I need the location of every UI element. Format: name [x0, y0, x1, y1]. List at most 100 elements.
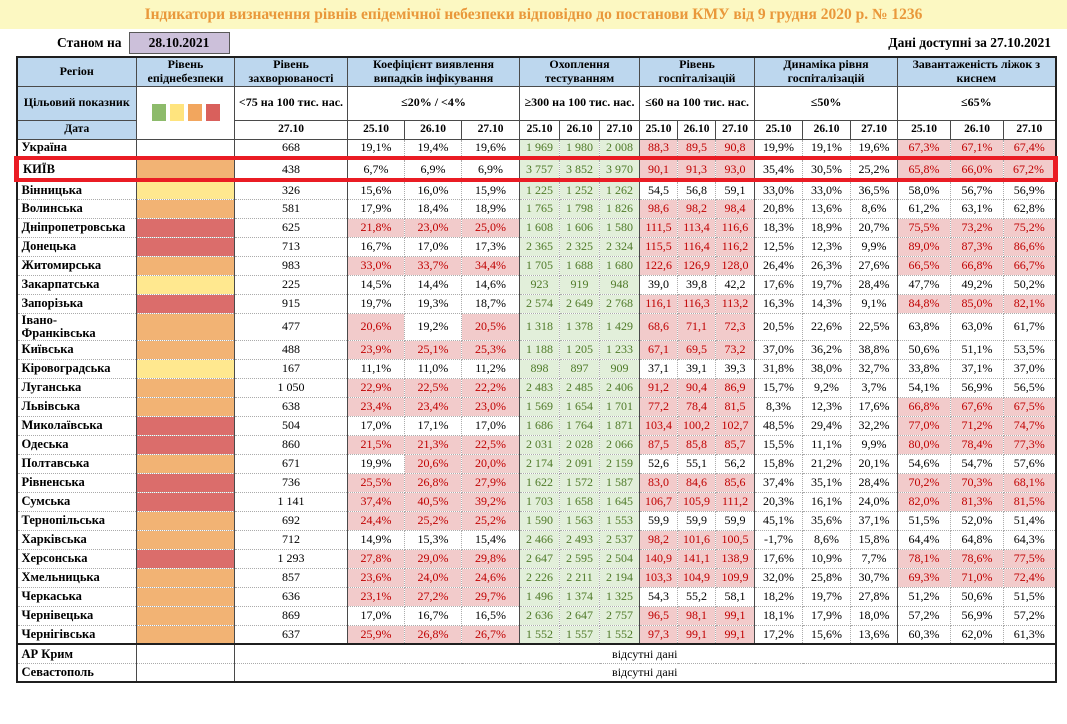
coef-cell: 22,5% [404, 378, 462, 398]
date-cell: 26.10 [677, 119, 717, 140]
table-row: Севастополь відсутні дані [16, 663, 1057, 683]
incidence-cell: 625 [234, 218, 348, 238]
dyn-cell: 35,6% [802, 511, 852, 531]
date-row-label: Дата [16, 119, 137, 140]
dyn-cell: 30,5% [802, 156, 852, 183]
table-row: Закарпатська 225 14,5% 14,4% 14,6% 923 919 948 3… [16, 275, 1057, 295]
region-name: Сумська [16, 492, 137, 512]
testing-cell: 2 031 [519, 435, 561, 455]
coef-cell: 24,0% [404, 568, 462, 588]
beds-cell: 81,5% [1003, 492, 1057, 512]
dyn-cell: 9,9% [850, 237, 899, 257]
beds-cell: 87,3% [950, 237, 1005, 257]
dyn-cell: 25,8% [802, 568, 852, 588]
region-name: Вінницька [16, 180, 137, 200]
testing-cell: 1 553 [599, 511, 641, 531]
coef-cell: 17,9% [347, 199, 405, 219]
testing-cell: 1 969 [519, 139, 561, 159]
beds-cell: 84,8% [897, 294, 952, 314]
header-row-targets: Цільовий показник <75 на 100 тис. нас. ≤… [16, 85, 1057, 140]
coef-cell: 17,0% [347, 606, 405, 626]
testing-cell: 2 028 [559, 435, 601, 455]
region-name: Луганська [16, 378, 137, 398]
beds-cell: 56,5% [1003, 378, 1057, 398]
coef-cell: 6,7% [347, 156, 405, 183]
dyn-cell: 36,2% [802, 340, 852, 360]
dyn-cell: 37,4% [754, 473, 804, 493]
incidence-cell: 713 [234, 237, 348, 257]
dyn-cell: 38,0% [802, 359, 852, 379]
coef-cell: 19,2% [404, 313, 462, 341]
hosp-cell: 85,7 [715, 435, 756, 455]
coef-cell: 14,4% [404, 275, 462, 295]
coef-cell: 39,2% [461, 492, 521, 512]
testing-cell: 1 608 [519, 218, 561, 238]
testing-cell: 1 205 [559, 340, 601, 360]
beds-cell: 54,6% [897, 454, 952, 474]
beds-cell: 62,0% [950, 625, 1005, 645]
dyn-cell: 15,5% [754, 435, 804, 455]
data-available-label: Дані доступні за 27.10.2021 [888, 34, 1051, 50]
table-row: Київська 488 23,9% 25,1% 25,3% 1 188 1 205 1 23… [16, 340, 1057, 360]
col-header-testing: Охоплення тестуванням [519, 56, 641, 87]
region-name: Черкаська [16, 587, 137, 607]
epidemic-level-cell [136, 625, 235, 645]
beds-cell: 62,8% [1003, 199, 1057, 219]
dyn-cell: 17,9% [802, 606, 852, 626]
testing-cell: 2 194 [599, 568, 641, 588]
epidemic-level-cell [136, 313, 235, 341]
hosp-cell: 73,2 [715, 340, 756, 360]
dyn-cell: 19,7% [802, 275, 852, 295]
dyn-cell: 8,3% [754, 397, 804, 417]
region-name: Київська [16, 340, 137, 360]
hosp-cell: 39,3 [715, 359, 756, 379]
date-cell: 27.10 [599, 119, 641, 140]
date-cell: 27.10 [460, 119, 521, 140]
hosp-cell: 54,5 [639, 180, 679, 200]
coef-cell: 17,1% [404, 416, 462, 436]
beds-cell: 82,1% [1003, 294, 1057, 314]
hosp-cell: 113,2 [715, 294, 756, 314]
beds-cell: 89,0% [897, 237, 952, 257]
hosp-cell: 90,4 [677, 378, 717, 398]
col-header-coef: Коефіцієнт виявлення випадків інфікуванн… [346, 56, 521, 87]
dyn-cell: 13,6% [802, 199, 852, 219]
dyn-cell: 20,1% [850, 454, 899, 474]
coef-cell: 27,2% [404, 587, 462, 607]
dyn-cell: 19,9% [754, 139, 804, 159]
beds-cell: 67,1% [950, 139, 1005, 159]
beds-cell: 72,4% [1003, 568, 1057, 588]
beds-cell: 56,9% [1003, 180, 1057, 200]
hosp-cell: 111,5 [639, 218, 679, 238]
hosp-cell: 101,6 [677, 530, 717, 550]
beds-cell: 49,2% [950, 275, 1005, 295]
coef-cell: 15,9% [461, 180, 521, 200]
dyn-cell: 15,8% [850, 530, 899, 550]
testing-cell: 1 188 [519, 340, 561, 360]
coef-cell: 20,6% [404, 454, 462, 474]
date-cell: 27.10 [850, 119, 899, 140]
testing-cell: 2 504 [599, 549, 641, 569]
level-legend [136, 85, 235, 140]
beds-cell: 70,3% [950, 473, 1005, 493]
table-row: Україна 668 19,1% 19,4% 19,6% 1 969 1 980 2 008… [16, 139, 1057, 159]
testing-cell: 1 557 [559, 625, 601, 645]
epidemic-level-cell [136, 218, 235, 238]
hosp-cell: 116,2 [715, 237, 756, 257]
dyn-cell: 9,1% [850, 294, 899, 314]
coef-cell: 15,6% [347, 180, 405, 200]
hosp-cell: 99,1 [715, 625, 756, 645]
epidemic-level-cell [136, 492, 235, 512]
testing-cell: 1 325 [599, 587, 641, 607]
testing-cell: 2 647 [519, 549, 561, 569]
col-header-region: Регіон [16, 56, 137, 87]
hosp-cell: 138,9 [715, 549, 756, 569]
coef-cell: 26,8% [404, 625, 462, 645]
dyn-cell: 35,1% [802, 473, 852, 493]
hosp-cell: 126,9 [677, 256, 717, 276]
table-row: Херсонська 1 293 27,8% 29,0% 29,8% 2 647 2 595… [16, 549, 1057, 569]
testing-cell: 897 [559, 359, 601, 379]
beds-cell: 58,0% [897, 180, 952, 200]
coef-cell: 27,8% [347, 549, 405, 569]
hosp-cell: 89,5 [677, 139, 717, 159]
